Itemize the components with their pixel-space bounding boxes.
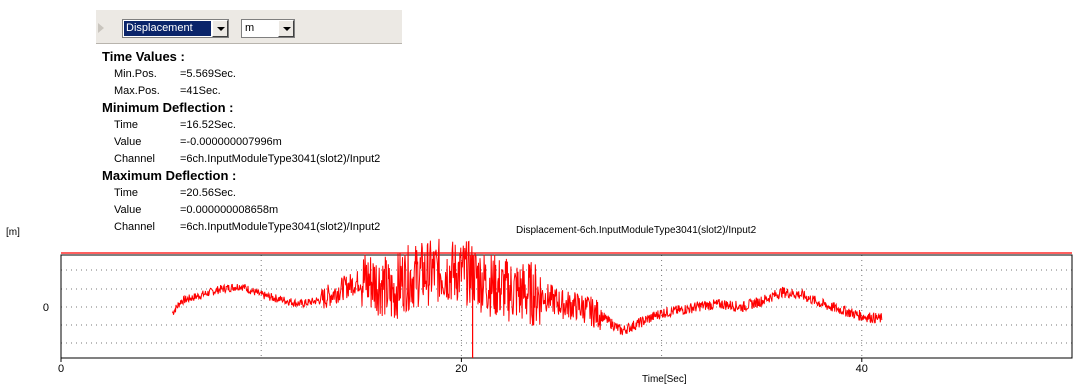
- x-tick-label: 0: [58, 363, 64, 375]
- chart-title: Displacement-6ch.InputModuleType3041(slo…: [516, 225, 757, 236]
- info-row: Min.Pos. =5.569Sec.: [102, 66, 412, 83]
- quantity-select[interactable]: Displacement: [122, 19, 229, 38]
- y-axis-label: [m]: [6, 227, 20, 238]
- info-value: =6ch.InputModuleType3041(slot2)/Input2: [180, 152, 381, 165]
- quantity-select-chevron-down-icon[interactable]: [212, 20, 228, 37]
- info-row: Value =0.000000008658m: [102, 202, 412, 219]
- info-value: =-0.000000007996m: [180, 136, 282, 149]
- chart-ticks: 0 20 40 0: [43, 302, 868, 375]
- x-tick-label: 20: [455, 363, 467, 375]
- unit-select-chevron-down-icon[interactable]: [278, 20, 294, 37]
- statistics-panel: Time Values : Min.Pos. =5.569Sec. Max.Pos…: [102, 48, 412, 236]
- signal-line: [172, 238, 883, 336]
- info-row: Channel =6ch.InputModuleType3041(slot2)/I…: [102, 219, 412, 236]
- info-label: Channel: [114, 152, 155, 165]
- toolbar-grip-icon[interactable]: [98, 23, 104, 33]
- x-tick-label: 40: [856, 363, 868, 375]
- info-row: Max.Pos. =41Sec.: [102, 83, 412, 100]
- plot-area-frame: [60, 254, 1073, 359]
- unit-select-value: m: [245, 22, 255, 34]
- info-value: =20.56Sec.: [180, 187, 236, 200]
- info-row: Value =-0.000000007996m: [102, 134, 412, 151]
- toolbar: Displacement m: [96, 9, 402, 44]
- info-label: Value: [114, 204, 142, 217]
- info-value: =16.52Sec.: [180, 119, 236, 132]
- time-values-heading: Time Values :: [102, 49, 185, 64]
- info-row: Time =16.52Sec.: [102, 117, 412, 134]
- info-label: Max.Pos.: [114, 84, 160, 97]
- chart-series: [172, 238, 883, 336]
- info-row: Time =20.56Sec.: [102, 185, 412, 202]
- info-value: =5.569Sec.: [180, 68, 236, 80]
- maximum-deflection-heading: Maximum Deflection :: [102, 168, 237, 184]
- minimum-deflection-heading: Minimum Deflection :: [102, 100, 234, 116]
- info-label: Time: [114, 119, 139, 132]
- info-label: Time: [114, 187, 139, 200]
- info-value: =0.000000008658m: [180, 204, 279, 217]
- y-tick-label: 0: [43, 302, 49, 314]
- info-label: Min.Pos.: [114, 68, 157, 80]
- info-value: =6ch.InputModuleType3041(slot2)/Input2: [180, 220, 381, 233]
- x-axis-label: Time[Sec]: [642, 374, 687, 385]
- quantity-select-value: Displacement: [124, 21, 211, 36]
- info-row: Channel =6ch.InputModuleType3041(slot2)/I…: [102, 151, 412, 168]
- info-value: =41Sec.: [180, 84, 221, 97]
- unit-select[interactable]: m: [241, 19, 295, 38]
- info-label: Value: [114, 136, 142, 149]
- info-label: Channel: [114, 220, 155, 233]
- chart-markers: [61, 252, 1072, 358]
